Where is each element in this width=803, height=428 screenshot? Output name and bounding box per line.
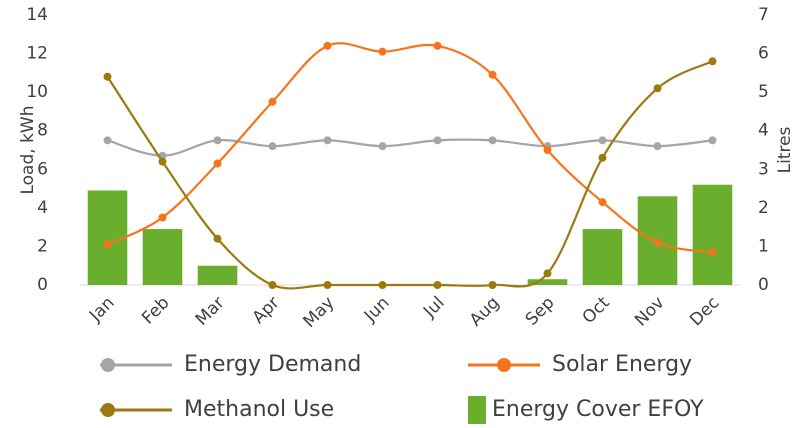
y2-axis-label: Litres — [775, 126, 795, 173]
y-tick-label: 12 — [26, 44, 48, 64]
point — [488, 281, 497, 289]
point — [378, 281, 387, 289]
x-tick-label: Feb — [138, 293, 173, 328]
point — [268, 281, 277, 289]
point — [653, 142, 662, 151]
point — [323, 41, 332, 50]
y-axis-label: Load, kWh — [18, 105, 38, 194]
point — [268, 97, 277, 106]
y2-tick-label: 0 — [758, 275, 769, 295]
legend-label: Energy Demand — [184, 352, 361, 377]
point — [378, 142, 387, 151]
legend-swatch — [468, 396, 486, 424]
point — [378, 47, 387, 56]
legend-marker — [101, 403, 115, 417]
x-tick-label: Jul — [419, 293, 448, 322]
y2-tick-label: 1 — [758, 236, 769, 256]
legend-label: Solar Energy — [552, 352, 692, 377]
x-tick-label: Jan — [85, 293, 118, 326]
x-tick-label: Jun — [360, 293, 394, 327]
point — [488, 136, 497, 145]
y2-tick-label: 5 — [758, 82, 769, 102]
x-tick-label: Apr — [249, 293, 284, 328]
point — [543, 146, 552, 154]
point — [598, 136, 607, 145]
point — [433, 41, 442, 50]
point — [598, 198, 607, 207]
y2-tick-label: 3 — [758, 159, 769, 179]
x-tick-label: May — [300, 293, 339, 332]
y2-tick-label: 2 — [758, 198, 769, 218]
point — [323, 281, 332, 289]
bar — [197, 265, 238, 285]
y2-tick-label: 7 — [758, 5, 769, 25]
point — [158, 157, 167, 166]
x-tick-label: Aug — [466, 293, 504, 331]
y-tick-label: 4 — [37, 198, 48, 218]
line — [106, 60, 713, 290]
point — [103, 240, 112, 249]
point — [488, 70, 497, 79]
y-tick-label: 10 — [26, 82, 48, 102]
bar — [692, 184, 733, 285]
point — [103, 136, 112, 145]
bar — [527, 279, 568, 285]
point — [103, 72, 112, 81]
point — [433, 136, 442, 145]
legend-label: Methanol Use — [184, 397, 334, 422]
point — [708, 136, 717, 145]
y-tick-label: 6 — [37, 159, 48, 179]
point — [213, 159, 222, 168]
legend-marker — [497, 358, 511, 372]
y-tick-label: 0 — [37, 275, 48, 295]
point — [653, 84, 662, 93]
point — [598, 153, 607, 162]
point — [213, 136, 222, 145]
y2-tick-label: 6 — [758, 44, 769, 64]
point — [158, 213, 167, 222]
x-tick-label: Nov — [631, 293, 669, 331]
x-tick-label: Sep — [522, 293, 559, 330]
y2-tick-label: 4 — [758, 121, 769, 141]
x-tick-label: Oct — [579, 293, 614, 328]
point — [268, 142, 277, 151]
point — [543, 269, 552, 278]
point — [433, 281, 442, 289]
y-tick-label: 2 — [37, 236, 48, 256]
bar — [582, 229, 623, 285]
line — [107, 42, 713, 254]
point — [708, 57, 717, 66]
line — [107, 138, 713, 157]
x-tick-label: Mar — [192, 293, 229, 330]
point — [708, 248, 717, 257]
point — [653, 238, 662, 247]
legend-label: Energy Cover EFOY — [492, 397, 704, 422]
legend-marker — [101, 358, 115, 372]
x-tick-label: Dec — [686, 293, 723, 330]
bar — [142, 229, 183, 285]
y-tick-label: 8 — [37, 121, 48, 141]
y-tick-label: 14 — [26, 5, 48, 25]
point — [213, 234, 222, 243]
point — [323, 136, 332, 145]
